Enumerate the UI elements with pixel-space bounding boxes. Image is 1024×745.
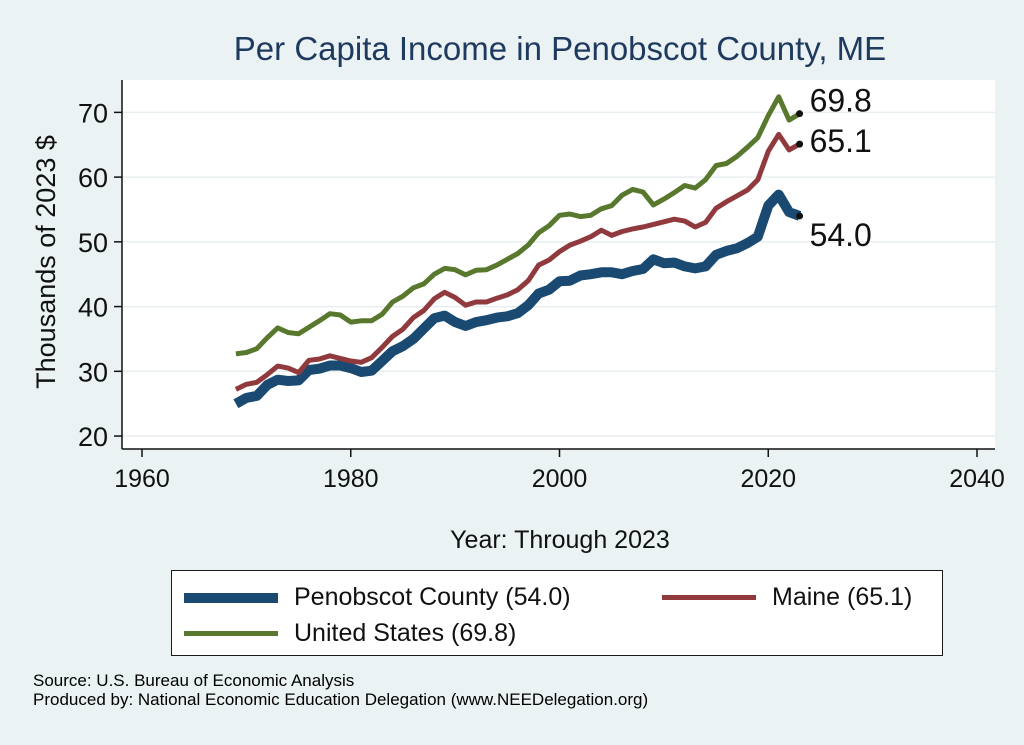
y-tick-label-50: 50 — [78, 228, 108, 258]
source-line: Source: U.S. Bureau of Economic Analysis — [33, 671, 355, 690]
source-note: Source: U.S. Bureau of Economic Analysis… — [33, 671, 648, 709]
y-tick-label-20: 20 — [78, 422, 108, 452]
y-axis-label: Thousands of 2023 $ — [31, 135, 61, 389]
legend-label-us: United States (69.8) — [294, 619, 517, 647]
end-label-penobscot-county: 54.0 — [810, 217, 872, 253]
legend-swatch-us — [184, 631, 278, 636]
legend-swatch-penobscot — [184, 592, 278, 603]
end-point-penobscot-county — [796, 212, 804, 220]
line-chart: Per Capita Income in Penobscot County, M… — [31, 30, 1005, 554]
series-line-united-states — [235, 94, 801, 357]
x-axis-label: Year: Through 2023 — [450, 526, 670, 554]
x-tick-label-2000: 2000 — [532, 465, 588, 493]
x-tick-label-1960: 1960 — [114, 465, 170, 493]
chart-title: Per Capita Income in Penobscot County, M… — [234, 30, 886, 67]
legend-item-penobscot: Penobscot County (54.0) — [184, 583, 571, 612]
y-tick-label-40: 40 — [78, 293, 108, 323]
chart-legend: Penobscot County (54.0) Maine (65.1) Uni… — [171, 570, 943, 656]
y-tick-label-30: 30 — [78, 357, 108, 387]
end-label-united-states: 69.8 — [810, 83, 872, 119]
legend-item-us: United States (69.8) — [184, 619, 516, 648]
axis-ticks: 20 30 40 50 60 70 1960 1980 2000 2020 2040 — [78, 98, 1005, 493]
end-point-united-states — [796, 110, 804, 118]
x-tick-label-1980: 1980 — [323, 465, 379, 493]
legend-item-maine: Maine (65.1) — [662, 583, 912, 612]
end-point-maine — [796, 140, 804, 148]
producer-line: Produced by: National Economic Education… — [33, 690, 649, 709]
series-line-penobscot-county — [233, 189, 802, 409]
series-lines — [233, 94, 802, 409]
legend-label-penobscot: Penobscot County (54.0) — [294, 583, 571, 611]
legend-swatch-maine — [662, 595, 756, 600]
y-tick-label-70: 70 — [78, 98, 108, 128]
series-line-maine — [234, 131, 801, 392]
y-tick-label-60: 60 — [78, 163, 108, 193]
end-labels: 54.0 65.1 69.8 — [796, 83, 872, 253]
end-label-maine: 65.1 — [810, 123, 872, 159]
x-tick-label-2020: 2020 — [740, 465, 796, 493]
legend-label-maine: Maine (65.1) — [772, 583, 913, 611]
x-tick-label-2040: 2040 — [949, 465, 1005, 493]
